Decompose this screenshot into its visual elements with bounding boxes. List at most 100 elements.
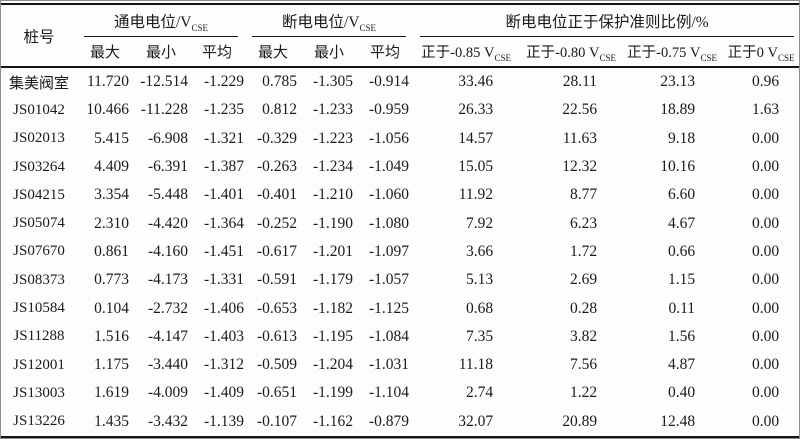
pile-number-cell: JS01042 xyxy=(13,101,65,118)
potential-value-cell: -1.097 xyxy=(369,242,410,260)
potential-value-cell: -6.391 xyxy=(147,158,188,176)
potential-value-cell: -1.182 xyxy=(312,299,354,317)
pile-number-cell: JS12001 xyxy=(13,356,65,373)
percentage-value-cell: 3.66 xyxy=(465,242,494,260)
potential-value-cell: -1.125 xyxy=(369,299,410,317)
potential-value-cell: -1.223 xyxy=(312,129,354,147)
column-header-on-min: 最小 xyxy=(133,37,189,68)
potential-value-cell: -1.179 xyxy=(312,271,354,289)
pile-number-cell: JS07670 xyxy=(13,243,65,260)
potential-value-cell: -0.329 xyxy=(256,129,298,147)
percentage-value-cell: 1.15 xyxy=(667,271,696,289)
potential-value-cell: -1.031 xyxy=(369,356,410,374)
potential-value-cell: -4.420 xyxy=(147,214,188,232)
percentage-value-cell: 2.74 xyxy=(465,384,494,402)
potential-value-cell: 4.409 xyxy=(94,158,129,176)
potential-value-cell: -0.613 xyxy=(256,327,298,345)
potential-value-cell: -0.653 xyxy=(256,299,298,317)
potential-value-cell: -1.056 xyxy=(369,129,410,147)
potential-value-cell: -1.406 xyxy=(203,299,245,317)
potential-value-cell: -0.509 xyxy=(256,356,298,374)
table-row: JS12001 1.175 -3.440 -1.312 -0.509 -1.204 -1.0… xyxy=(1,351,799,379)
percentage-value-cell: 6.60 xyxy=(667,186,696,204)
group-header-row: 桩号 通电电位/VCSE 断电电位/VCSE 断电电位正于保护准则比例/% xyxy=(1,4,799,68)
percentage-value-cell: 7.56 xyxy=(569,356,598,374)
potential-value-cell: -11.228 xyxy=(140,101,188,119)
table-row: JS03264 4.409 -6.391 -1.387 -0.263 -1.234 -1.0… xyxy=(1,153,799,181)
potential-value-cell: -4.147 xyxy=(147,327,188,345)
percentage-value-cell: 0.00 xyxy=(751,299,780,317)
potential-value-cell: -0.959 xyxy=(369,101,410,119)
potential-value-cell: 0.104 xyxy=(94,299,129,317)
potential-value-cell: -1.331 xyxy=(203,271,245,289)
percentage-value-cell: 1.72 xyxy=(569,242,598,260)
potential-value-cell: -5.448 xyxy=(147,186,188,204)
pile-number-cell: JS02013 xyxy=(13,130,65,147)
pile-number-cell: JS05074 xyxy=(13,215,65,232)
potential-value-cell: -4.009 xyxy=(147,384,188,402)
potential-value-cell: 11.720 xyxy=(86,73,129,91)
percentage-value-cell: 23.13 xyxy=(660,73,696,91)
potential-value-cell: -1.195 xyxy=(312,327,354,345)
potential-value-cell: -0.651 xyxy=(256,384,298,402)
potential-value-cell: -1.235 xyxy=(203,101,245,119)
percentage-value-cell: 0.00 xyxy=(751,186,780,204)
potential-value-cell: -3.432 xyxy=(147,412,188,430)
potential-value-cell: -1.104 xyxy=(369,384,410,402)
percentage-value-cell: 15.05 xyxy=(458,158,494,176)
potential-value-cell: -1.234 xyxy=(312,158,354,176)
percentage-value-cell: 32.07 xyxy=(458,412,494,430)
percentage-value-cell: 0.00 xyxy=(751,356,780,374)
pile-number-cell: JS13226 xyxy=(13,413,65,430)
potential-value-cell: 10.466 xyxy=(86,101,129,119)
percentage-value-cell: 0.00 xyxy=(751,158,780,176)
potential-value-cell: -1.060 xyxy=(369,186,410,204)
percentage-value-cell: 0.00 xyxy=(751,384,780,402)
on-potential-label: 通电电位/V xyxy=(114,14,192,31)
percentage-value-cell: 14.57 xyxy=(458,129,494,147)
percentage-value-cell: 4.67 xyxy=(667,214,696,232)
pile-number-cell: JS13003 xyxy=(13,384,65,401)
table-row: JS08373 0.773 -4.173 -1.331 -0.591 -1.179 -1.0… xyxy=(1,266,799,294)
potential-value-cell: 5.415 xyxy=(94,129,129,147)
potential-value-cell: -12.514 xyxy=(140,73,188,91)
potential-value-cell: 2.310 xyxy=(94,214,129,232)
percentage-value-cell: 18.89 xyxy=(660,101,696,119)
sub-header-row: 最大 最小 平均 最大 最小 平均 正于-0.85 VCSE 正于-0.80 V… xyxy=(1,37,799,68)
potential-value-cell: -1.080 xyxy=(369,214,410,232)
potential-value-cell: -1.364 xyxy=(203,214,245,232)
potential-statistics-table: 桩号 通电电位/VCSE 断电电位/VCSE 断电电位正于保护准则比例/% 最大… xyxy=(1,3,799,438)
potential-value-cell: -1.229 xyxy=(203,73,245,91)
percentage-value-cell: 20.89 xyxy=(562,412,598,430)
potential-value-cell: -1.162 xyxy=(312,412,354,430)
table-body: 集美阀室 11.720 -12.514 -1.229 0.785 -1.305 -0.914… xyxy=(1,67,799,437)
potential-value-cell: -4.160 xyxy=(147,242,188,260)
column-header-above-0: 正于0 VCSE xyxy=(721,37,799,68)
on-potential-subscript: CSE xyxy=(191,23,209,34)
percentage-value-cell: 0.11 xyxy=(668,299,696,317)
pile-number-cell: JS10584 xyxy=(13,300,65,317)
potential-value-cell: -1.139 xyxy=(203,412,245,430)
pile-number-cell: JS11288 xyxy=(13,328,65,345)
percentage-value-cell: 11.18 xyxy=(458,356,494,374)
column-header-off-max: 最大 xyxy=(245,37,302,68)
off-potential-label: 断电电位/V xyxy=(282,14,360,31)
column-header-on-avg: 平均 xyxy=(189,37,246,68)
potential-value-cell: -1.084 xyxy=(369,327,410,345)
percentage-value-cell: 4.87 xyxy=(667,356,696,374)
potential-value-cell: -0.591 xyxy=(256,271,298,289)
potential-value-cell: 1.435 xyxy=(94,412,129,430)
off-potential-subscript: CSE xyxy=(359,23,377,34)
column-header-above-080: 正于-0.80 VCSE xyxy=(519,37,624,68)
percentage-value-cell: 0.66 xyxy=(667,242,696,260)
potential-value-cell: 0.773 xyxy=(94,271,129,289)
potential-value-cell: -4.173 xyxy=(147,271,188,289)
potential-value-cell: 1.175 xyxy=(94,356,129,374)
column-header-off-min: 最小 xyxy=(301,37,358,68)
column-header-above-085: 正于-0.85 VCSE xyxy=(413,37,520,68)
potential-value-cell: -1.321 xyxy=(203,129,245,147)
potential-value-cell: 1.516 xyxy=(94,327,129,345)
pile-number-cell: JS04215 xyxy=(13,186,65,203)
column-header-above-075: 正于-0.75 VCSE xyxy=(623,37,722,68)
